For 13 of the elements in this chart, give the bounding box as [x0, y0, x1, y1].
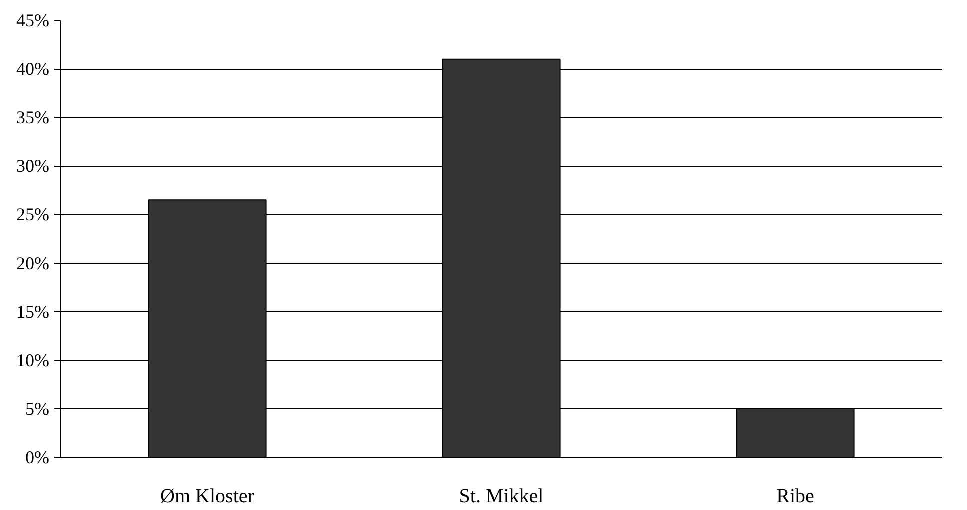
y-tick-label: 0% — [26, 448, 50, 468]
y-tick-label: 20% — [16, 253, 50, 274]
y-tick-label: 15% — [16, 302, 50, 322]
y-tick-label: 25% — [16, 204, 50, 225]
y-tick-label: 40% — [16, 59, 50, 80]
y-tick-label: 30% — [16, 156, 50, 176]
x-tick-label: Ribe — [776, 486, 815, 508]
y-tick-label: 10% — [16, 350, 50, 370]
y-tick-label: 5% — [26, 398, 50, 419]
y-tick-label: 45% — [16, 10, 50, 30]
x-tick-label: St. Mikkel — [459, 486, 544, 508]
x-tick-label: Øm Kloster — [160, 486, 255, 508]
y-tick-label: 35% — [16, 108, 50, 128]
